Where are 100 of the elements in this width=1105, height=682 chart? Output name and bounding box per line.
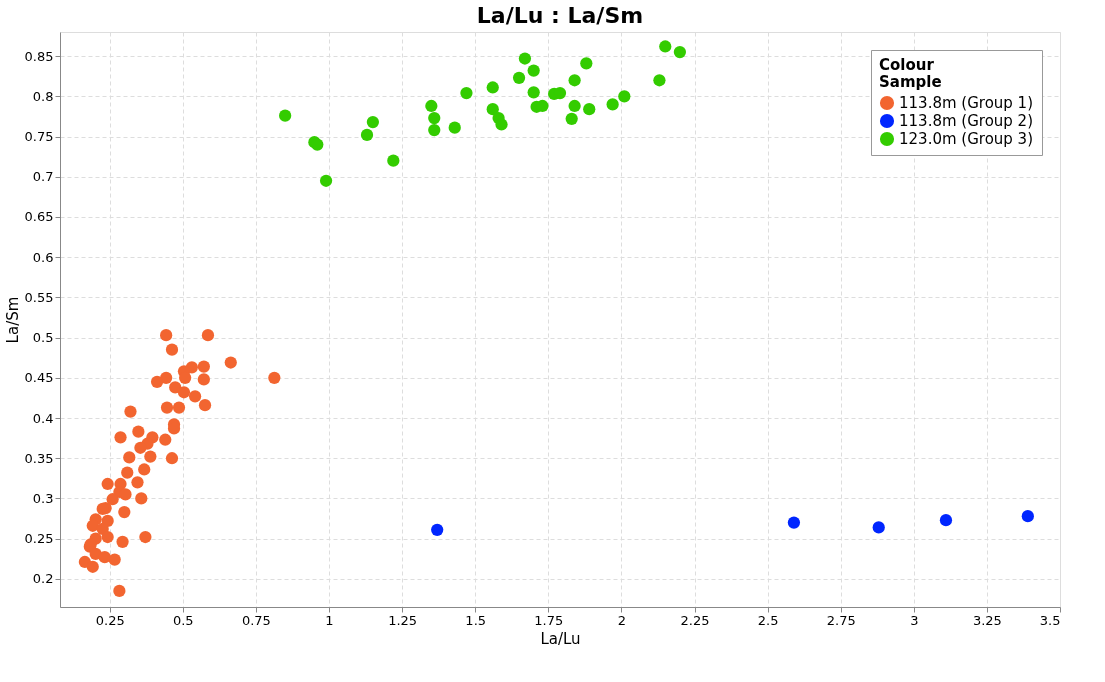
x-tick-label: 1.75 [534, 612, 564, 628]
point [188, 390, 202, 403]
point [138, 463, 151, 476]
point [431, 523, 444, 536]
y-tick-label: 0.8 [32, 88, 54, 104]
point [387, 154, 400, 167]
point [1021, 510, 1034, 523]
x-tick-label: 2.75 [826, 612, 856, 628]
point [512, 71, 526, 84]
point [118, 505, 131, 519]
point [224, 356, 237, 369]
point [425, 99, 438, 113]
point [673, 45, 687, 59]
point [150, 375, 164, 388]
y-tick-label: 0.35 [24, 450, 54, 466]
y-tick-label: 0.4 [32, 410, 54, 426]
point [98, 551, 111, 564]
point [86, 560, 99, 573]
point [159, 433, 172, 446]
point [939, 514, 953, 527]
point [172, 401, 186, 414]
x-tick-label: 2.25 [680, 612, 710, 628]
point [787, 516, 801, 529]
point [527, 64, 540, 77]
point [448, 121, 461, 134]
point [139, 530, 152, 544]
point [653, 74, 666, 87]
point [134, 441, 147, 454]
point [518, 52, 532, 65]
point [113, 584, 126, 598]
point [618, 90, 631, 103]
y-tick-label: 0.25 [24, 531, 54, 547]
point [177, 386, 191, 399]
x-tick-label: 1.25 [388, 612, 418, 628]
point [460, 87, 473, 100]
point [366, 115, 379, 129]
annotation: Colour [879, 56, 935, 74]
point [486, 81, 499, 94]
legend-label: 113.8m (Group 1) [899, 94, 1034, 112]
point [101, 477, 114, 491]
x-tick-label: 2 [617, 612, 627, 628]
point [565, 112, 578, 125]
point [428, 111, 441, 125]
point [319, 174, 333, 187]
point [132, 425, 145, 438]
y-tick-label: 0.3 [32, 490, 54, 506]
chart-title: La/Lu : La/Sm [476, 3, 644, 28]
point [583, 103, 596, 116]
y-tick-label: 0.65 [24, 209, 54, 225]
point [580, 57, 593, 70]
point [165, 452, 179, 465]
point [201, 329, 215, 342]
point [86, 519, 99, 532]
point [165, 343, 179, 356]
point [568, 74, 581, 87]
y-tick-label: 0.6 [32, 249, 54, 265]
x-tick-label: 3.5 [1039, 612, 1061, 628]
x-tick-label: 0.75 [241, 612, 271, 628]
y-tick-label: 0.7 [32, 169, 54, 185]
legend-label: 123.0m (Group 3) [899, 130, 1034, 148]
point [124, 405, 137, 418]
point [606, 98, 619, 111]
point [279, 109, 292, 122]
point [568, 99, 581, 113]
point [106, 493, 119, 506]
x-tick-label: 0.5 [172, 612, 194, 628]
point [536, 99, 549, 113]
y-tick-label: 0.5 [32, 330, 54, 346]
x-axis-title: La/Lu [540, 629, 581, 648]
point [160, 371, 173, 384]
point [495, 118, 508, 131]
legend-label: 113.8m (Group 2) [899, 112, 1034, 130]
y-tick-label: 0.2 [32, 571, 54, 587]
x-tick-label: 0.25 [95, 612, 125, 628]
point [101, 530, 114, 544]
y-tick-label: 0.55 [24, 289, 54, 305]
x-tick-label: 3 [910, 612, 919, 628]
point [527, 86, 540, 99]
point [121, 466, 134, 479]
point [135, 492, 148, 505]
point [160, 401, 174, 414]
y-tick-label: 0.45 [24, 370, 54, 386]
point [160, 329, 173, 342]
point [144, 450, 157, 463]
x-tick-label: 1 [325, 612, 334, 628]
point [197, 373, 210, 386]
point [360, 128, 374, 142]
legend-title: Sample [879, 73, 942, 91]
point [131, 476, 144, 489]
point [659, 40, 672, 53]
point [123, 451, 136, 464]
y-axis-title: La/Sm [3, 296, 22, 344]
point [119, 488, 132, 501]
point [197, 360, 210, 373]
y-tick-label: 0.75 [24, 129, 54, 145]
x-tick-label: 3.25 [972, 612, 1002, 628]
point [486, 103, 499, 116]
x-tick-label: 2.5 [757, 612, 779, 628]
point [198, 399, 212, 412]
point [116, 535, 129, 548]
